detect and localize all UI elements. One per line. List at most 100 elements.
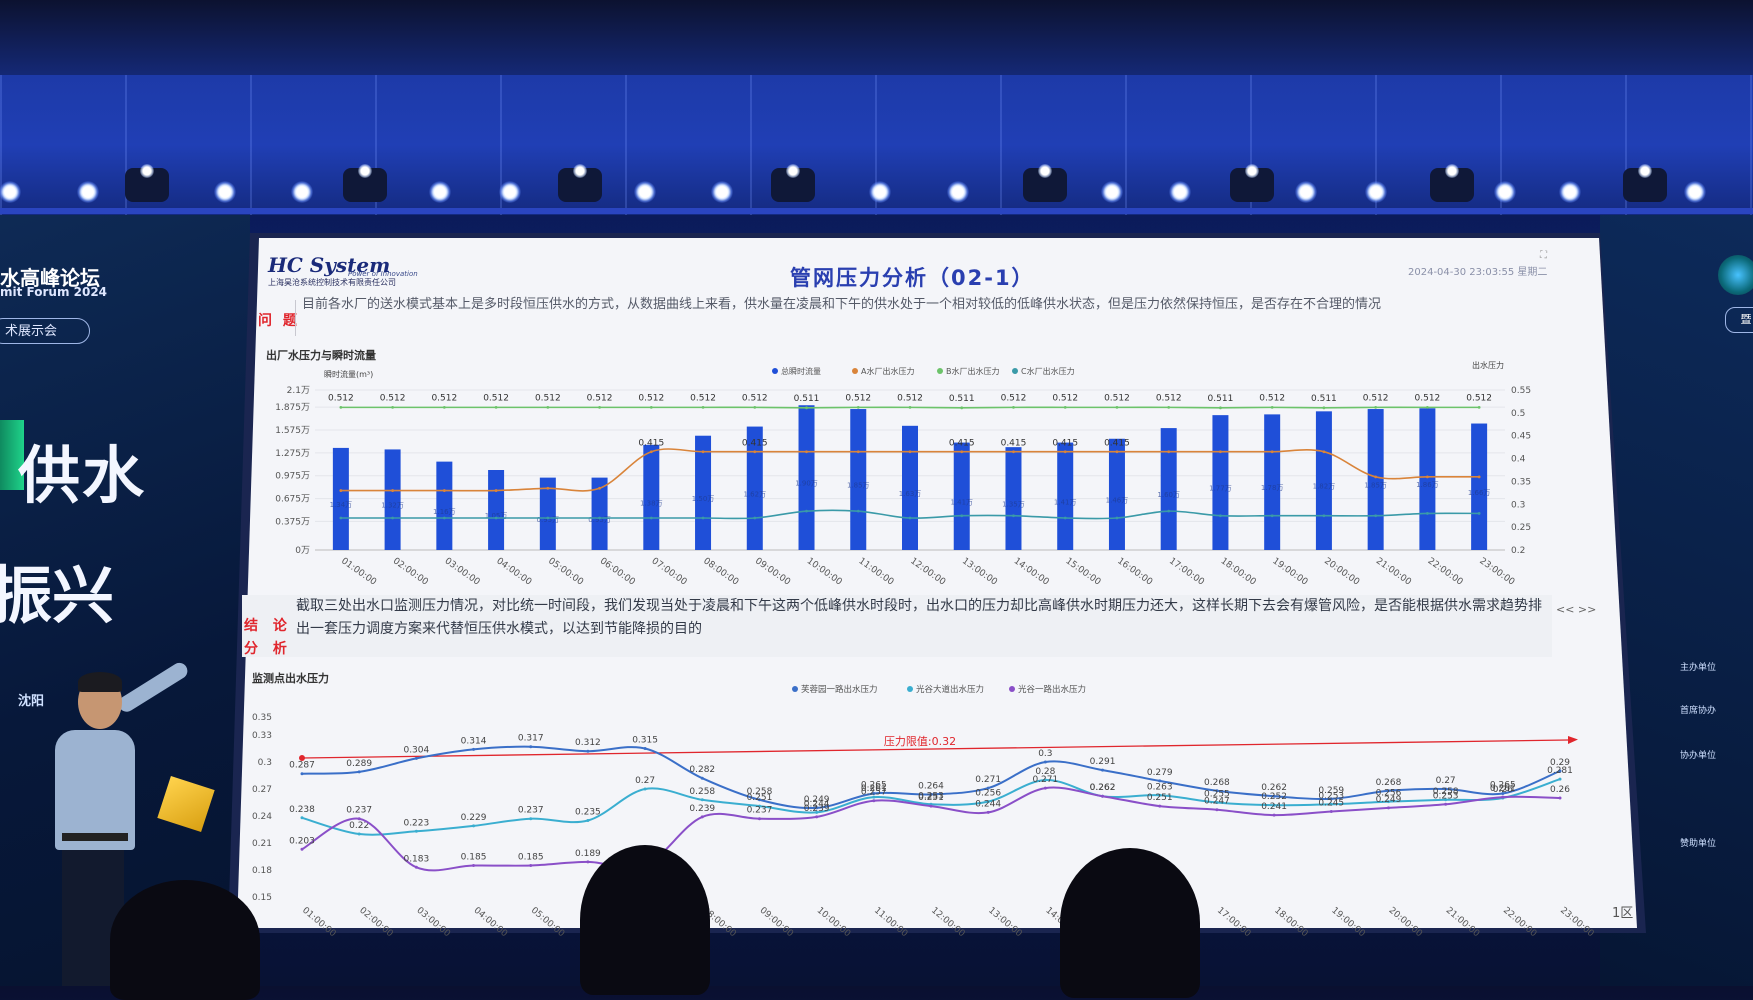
data-label: 0.314 bbox=[461, 736, 487, 746]
page-nav-arrows[interactable]: << >> bbox=[1556, 603, 1597, 616]
legend-label: 光谷一路出水压力 bbox=[1018, 684, 1086, 695]
banner-cube-decoration bbox=[0, 420, 24, 490]
x-tick-label: 21:00:00 bbox=[1444, 906, 1482, 940]
x-tick-label: 03:00:00 bbox=[443, 556, 482, 588]
bar bbox=[1471, 423, 1488, 550]
data-label: 0.185 bbox=[518, 853, 544, 863]
speaker-body bbox=[55, 730, 135, 850]
bar-value-label: 1.78万 bbox=[1261, 484, 1284, 492]
projection-screen bbox=[237, 238, 1637, 928]
threshold-line bbox=[301, 739, 1569, 759]
series-point bbox=[546, 405, 550, 409]
speaker-belt bbox=[62, 833, 128, 841]
series-point bbox=[1444, 798, 1448, 802]
series-point bbox=[529, 817, 533, 821]
spotlight bbox=[634, 181, 656, 203]
data-label: 0.415 bbox=[1052, 439, 1078, 449]
series-point bbox=[872, 792, 876, 795]
spotlight bbox=[1445, 164, 1459, 178]
bar bbox=[539, 477, 556, 550]
series-line bbox=[301, 786, 1561, 872]
bar bbox=[488, 470, 505, 550]
x-tick-label: 01:00:00 bbox=[339, 556, 378, 588]
data-label: 0.264 bbox=[918, 781, 944, 791]
series-point bbox=[442, 405, 446, 409]
data-label: 0.415 bbox=[949, 439, 975, 449]
series-point bbox=[339, 489, 343, 492]
data-label: 0.511 bbox=[1208, 394, 1234, 404]
x-tick-label: 06:00:00 bbox=[598, 556, 637, 588]
page-badge: 1区 bbox=[1612, 906, 1634, 921]
data-label: 0.237 bbox=[346, 806, 372, 816]
data-label: 0.251 bbox=[1147, 793, 1173, 803]
series-point bbox=[986, 810, 990, 814]
series-point bbox=[1425, 405, 1429, 409]
x-tick-label: 05:00:00 bbox=[529, 906, 567, 940]
data-label: 0.255 bbox=[1204, 790, 1230, 800]
x-tick-label: 11:00:00 bbox=[857, 556, 896, 588]
audience-head bbox=[1060, 848, 1200, 998]
series-point bbox=[700, 798, 704, 802]
bar-value-label: 1.90万 bbox=[795, 480, 818, 488]
x-tick-label: 02:00:00 bbox=[357, 906, 395, 940]
x-tick-label: 17:00:00 bbox=[1167, 556, 1206, 588]
series-point bbox=[1063, 516, 1067, 520]
data-label: 0.22 bbox=[349, 821, 369, 831]
analysis-label: 分 析 bbox=[244, 641, 292, 657]
y-axis-label: 瞬时流量(m³) bbox=[324, 369, 373, 379]
bar-value-label: 1.38万 bbox=[640, 499, 663, 507]
y-tick-label: 0.675万 bbox=[275, 495, 310, 505]
y-tick-label: 1.875万 bbox=[275, 403, 310, 413]
spotlight bbox=[1494, 181, 1516, 203]
series-point bbox=[805, 406, 808, 410]
data-label: 0.262 bbox=[1090, 783, 1116, 793]
data-label: 0.253 bbox=[1433, 791, 1459, 801]
series-point bbox=[1322, 450, 1326, 454]
spotlight bbox=[358, 164, 372, 178]
series-point bbox=[805, 450, 808, 454]
legend-swatch bbox=[1009, 686, 1015, 692]
series-point bbox=[700, 776, 704, 780]
right-banner-button: 暨 bbox=[1725, 307, 1753, 333]
bar bbox=[1315, 411, 1332, 550]
data-label: 0.262 bbox=[1090, 783, 1116, 793]
series-point bbox=[1158, 779, 1162, 783]
problem-label: 问 题 bbox=[258, 313, 300, 329]
x-tick-label: 23:00:00 bbox=[1477, 556, 1516, 588]
y-tick-label-right: 0.4 bbox=[1511, 455, 1526, 465]
legend-label: A水厂出水压力 bbox=[861, 366, 914, 376]
data-label: 0.253 bbox=[918, 791, 944, 801]
series-point bbox=[586, 749, 590, 753]
data-label: 0.244 bbox=[804, 799, 830, 809]
x-tick-label: 22:00:00 bbox=[1426, 556, 1465, 588]
flow-pressure-chart: 总瞬时流量 A水厂出水压力 B水厂出水压力 C水厂出水压力 瞬时流量(m³) 出水压力 0万… bbox=[275, 360, 1531, 588]
data-label: 0.27 bbox=[635, 776, 655, 786]
conclusion-box bbox=[242, 595, 1552, 657]
series-point bbox=[1012, 405, 1015, 409]
series-point bbox=[753, 405, 757, 409]
spotlight bbox=[1684, 181, 1706, 203]
data-label: 0.238 bbox=[289, 805, 315, 815]
data-label: 0.249 bbox=[1376, 795, 1402, 805]
bar bbox=[332, 447, 349, 550]
fullscreen-icon[interactable]: ⛶ bbox=[1540, 250, 1547, 261]
data-label: 0.512 bbox=[1466, 393, 1492, 403]
series-point bbox=[1115, 450, 1119, 454]
brand-logo: HC System bbox=[268, 253, 391, 277]
data-label: 0.512 bbox=[431, 393, 457, 403]
data-label: 0.3 bbox=[1038, 749, 1052, 759]
bar bbox=[798, 405, 815, 550]
series-point bbox=[1101, 768, 1105, 772]
series-point bbox=[1219, 450, 1222, 454]
legend-swatch bbox=[1012, 368, 1018, 374]
legend-label: 芙蓉园一路出水压力 bbox=[801, 684, 878, 695]
globe-icon bbox=[1718, 255, 1753, 295]
data-label: 0.223 bbox=[403, 818, 429, 828]
audience-head bbox=[110, 880, 260, 1000]
y-tick-label: 0.375万 bbox=[275, 517, 310, 527]
series-point bbox=[1386, 800, 1390, 804]
data-label: 0.26 bbox=[1550, 785, 1570, 795]
data-label: 0.512 bbox=[690, 393, 716, 403]
y-tick-label-right: 0.45 bbox=[1511, 432, 1531, 442]
series-point bbox=[339, 405, 343, 409]
